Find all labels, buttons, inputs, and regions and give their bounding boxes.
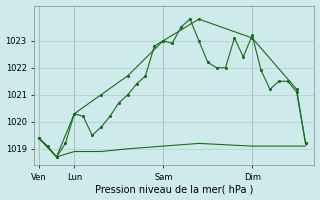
- X-axis label: Pression niveau de la mer( hPa ): Pression niveau de la mer( hPa ): [95, 184, 253, 194]
